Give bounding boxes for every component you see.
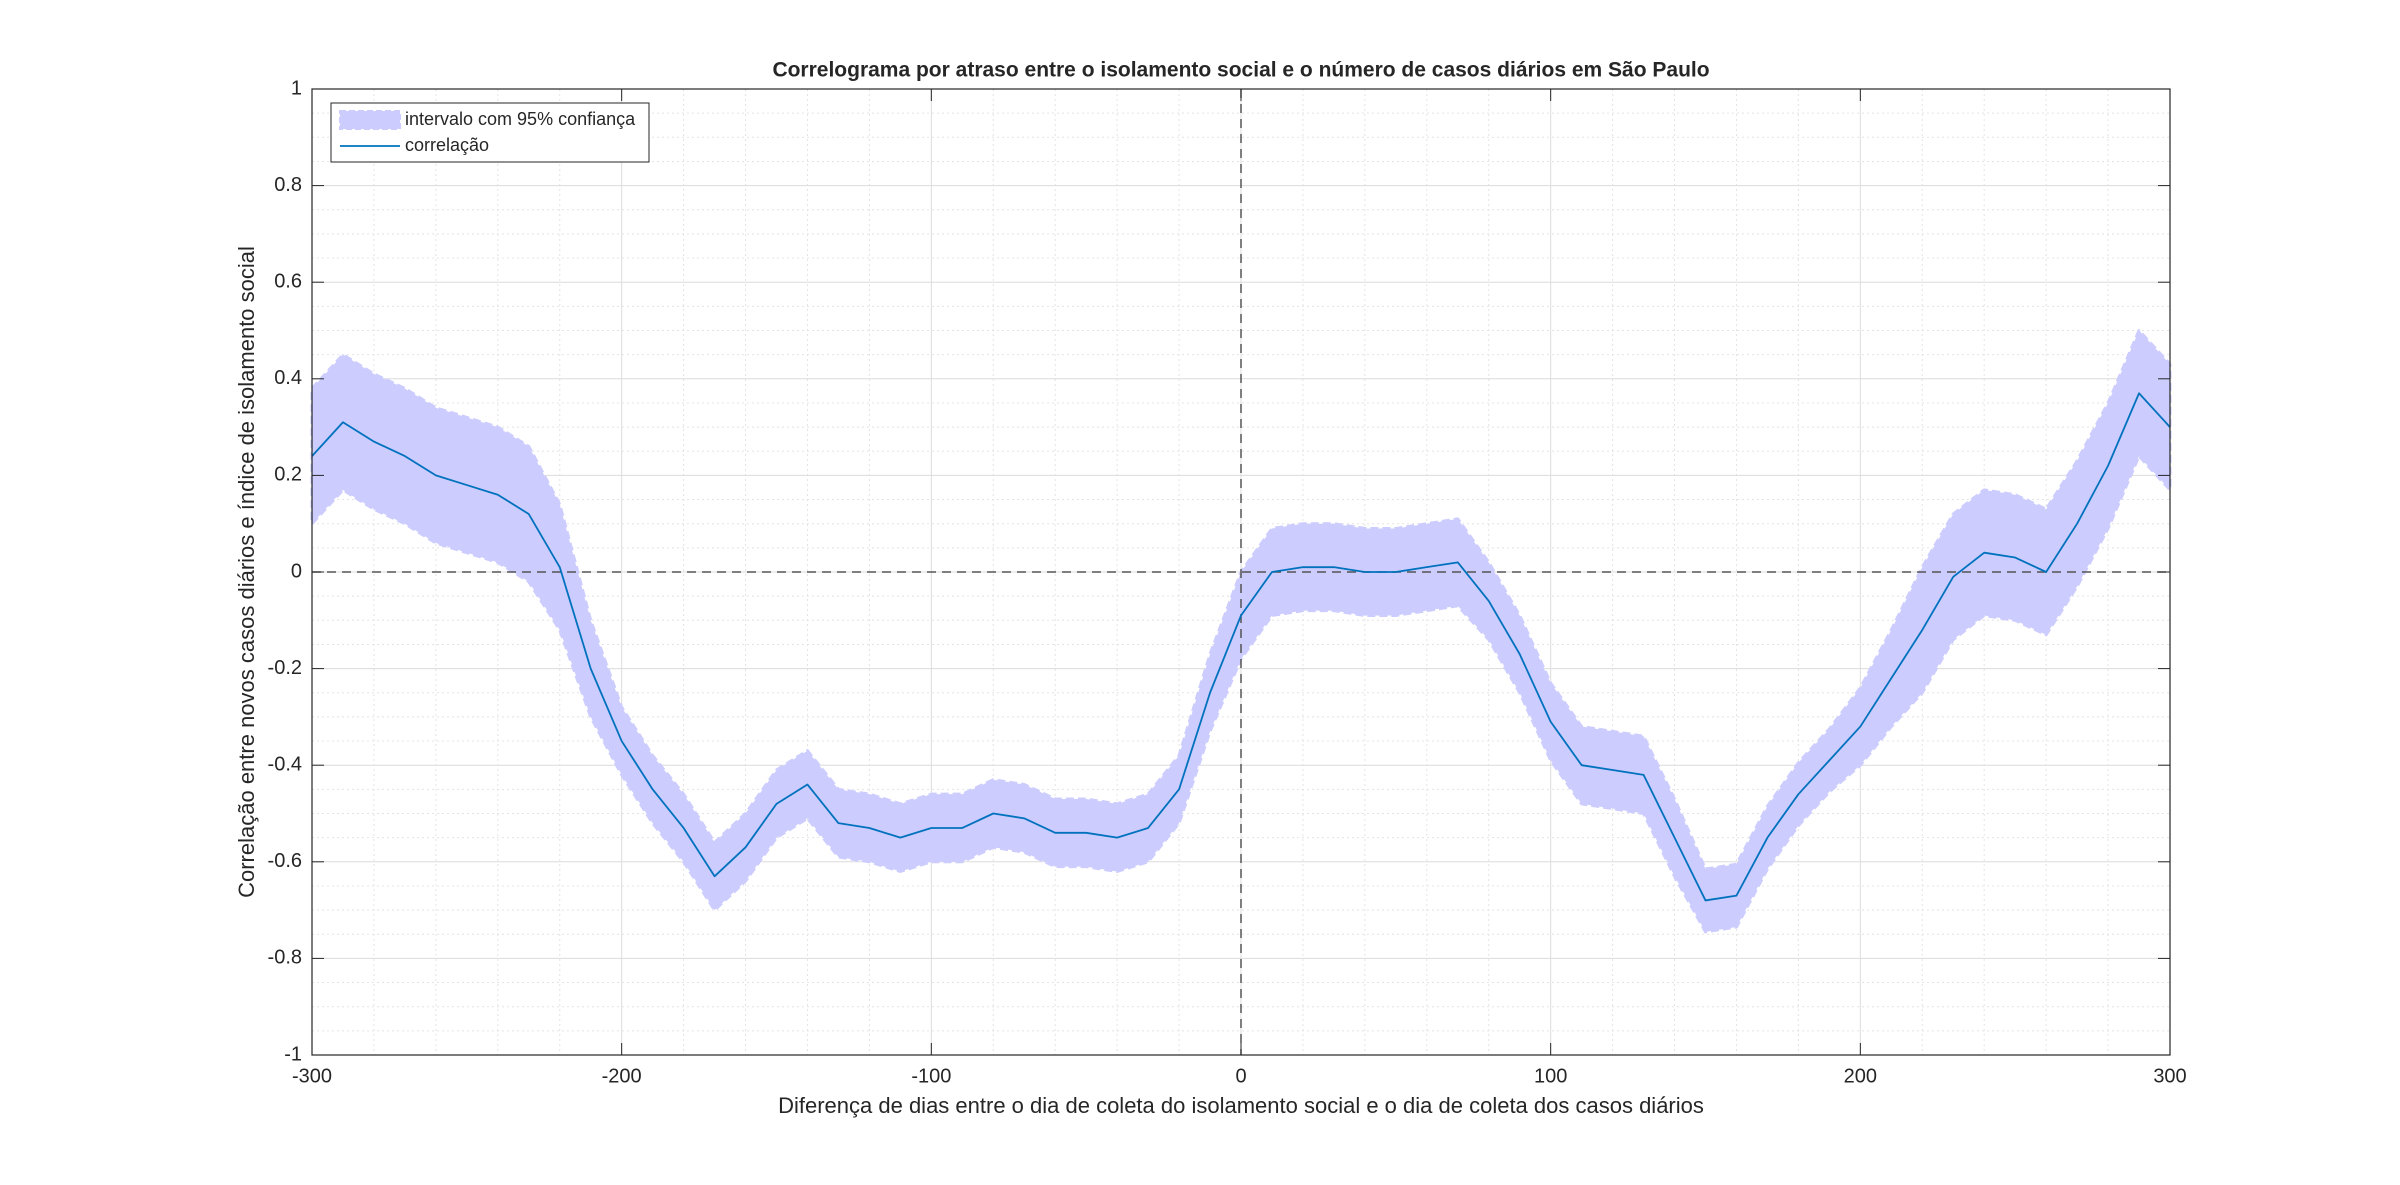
y-tick-label: 0.6: [274, 270, 302, 292]
axes-box: [311, 88, 2171, 1056]
y-tick-label: 1: [291, 77, 302, 99]
y-axis-label: Correlação entre novos casos diários e í…: [234, 246, 259, 898]
x-tick-label: 300: [2153, 1065, 2186, 1087]
y-tick-label: 0.4: [274, 367, 302, 389]
y-tick-label: -0.8: [268, 947, 302, 969]
y-tick-label: -0.2: [268, 657, 302, 679]
correlation-line: [311, 392, 2171, 902]
x-tick-label: -200: [602, 1065, 642, 1087]
legend-swatch: [339, 110, 401, 130]
y-tick-label: 0: [291, 560, 302, 582]
x-tick-label: 0: [1235, 1065, 1246, 1087]
marks-layer: [310, 89, 2172, 1055]
x-tick-label: 200: [1844, 1065, 1877, 1087]
x-tick-label: -100: [911, 1065, 951, 1087]
y-tick-label: -0.6: [268, 850, 302, 872]
legend-label: intervalo com 95% confiança: [405, 109, 636, 129]
y-tick-label: -1: [284, 1043, 302, 1065]
y-tick-label: 0.8: [274, 174, 302, 196]
x-tick-label: 100: [1534, 1065, 1567, 1087]
chart-title: Correlograma por atraso entre o isolamen…: [772, 59, 1709, 82]
legend-label: correlação: [405, 135, 489, 155]
y-tick-label: 0.2: [274, 464, 302, 486]
y-tick-label: -0.4: [268, 753, 302, 775]
x-tick-label: -300: [292, 1065, 332, 1087]
axes-layer: -300 -200 -100 0 100 200 300 -1 -0.8 -0.6 -0.4 -0.2…: [268, 77, 2187, 1087]
grid-layer: [311, 88, 2171, 1056]
x-axis-label: Diferença de dias entre o dia de coleta …: [778, 1093, 1704, 1118]
